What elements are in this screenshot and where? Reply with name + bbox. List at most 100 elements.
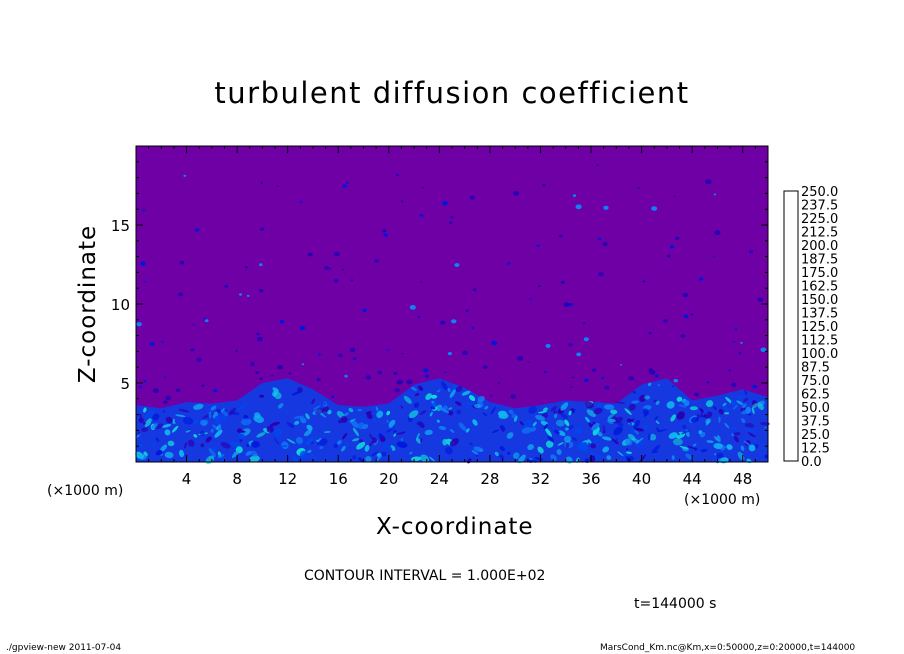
isolated-eddy — [244, 266, 248, 269]
turbulence-feature — [500, 424, 506, 431]
turbulence-feature — [682, 424, 687, 430]
turbulence-feature — [497, 410, 508, 418]
turbulence-feature — [172, 421, 176, 424]
turbulence-feature — [654, 416, 659, 421]
turbulence-feature — [381, 451, 387, 457]
turbulence-feature — [178, 449, 185, 458]
turbulence-feature — [473, 446, 484, 453]
turbulence-feature — [532, 434, 539, 441]
colorbar-level-label: 50.0 — [801, 401, 830, 416]
isolated-eddy — [381, 229, 387, 233]
turbulence-feature — [644, 395, 651, 400]
turbulence-feature — [291, 455, 299, 462]
turbulence-feature — [436, 419, 440, 423]
turbulence-feature — [724, 412, 730, 415]
isolated-eddy — [143, 280, 147, 283]
turbulence-feature — [743, 440, 752, 447]
turbulence-feature — [740, 445, 745, 451]
isolated-eddy — [239, 293, 242, 296]
turbulence-feature — [182, 417, 194, 425]
turbulence-feature — [187, 439, 195, 447]
turbulence-feature — [286, 421, 295, 428]
turbulence-feature — [155, 437, 160, 443]
turbulence-feature — [568, 425, 574, 430]
turbulence-feature — [718, 416, 721, 423]
isolated-eddy — [447, 352, 452, 356]
turbulence-feature — [550, 405, 557, 412]
turbulence-feature — [668, 432, 678, 439]
turbulence-feature — [720, 445, 726, 451]
turbulence-feature — [592, 438, 601, 444]
isolated-eddy — [333, 251, 340, 257]
turbulence-feature — [200, 420, 208, 426]
isolated-eddy — [731, 382, 737, 387]
turbulence-feature — [436, 389, 441, 393]
isolated-eddy — [152, 388, 159, 394]
isolated-eddy — [440, 320, 446, 325]
isolated-eddy — [383, 233, 388, 237]
turbulence-feature — [143, 407, 147, 413]
x-tick-label: 48 — [733, 470, 752, 488]
isolated-eddy — [497, 382, 501, 385]
turbulence-feature — [655, 400, 660, 405]
isolated-eddy — [421, 186, 424, 189]
turbulence-feature — [345, 442, 349, 448]
isolated-eddy — [465, 309, 469, 312]
isolated-eddy — [346, 181, 349, 184]
turbulence-feature — [135, 451, 145, 460]
turbulence-feature — [751, 407, 755, 415]
turbulence-feature — [415, 438, 422, 444]
turbulence-feature — [542, 407, 548, 412]
turbulence-feature — [142, 455, 147, 460]
isolated-eddy — [143, 379, 147, 383]
turbulence-feature — [603, 404, 615, 410]
turbulence-feature — [445, 446, 453, 455]
time-label: t=144000 s — [634, 596, 717, 612]
isolated-eddy — [450, 319, 457, 324]
turbulence-feature — [151, 441, 157, 448]
turbulence-feature — [484, 405, 489, 410]
turbulence-feature — [279, 445, 288, 448]
turbulence-feature — [647, 433, 651, 441]
isolated-eddy — [409, 305, 416, 310]
turbulence-feature — [737, 395, 742, 400]
turbulence-feature — [251, 453, 259, 457]
colorbar-level-label: 237.5 — [801, 199, 838, 214]
turbulence-feature — [742, 403, 747, 409]
turbulence-feature — [161, 424, 172, 428]
isolated-eddy — [713, 193, 717, 196]
turbulence-feature — [440, 381, 449, 391]
turbulence-feature — [137, 431, 141, 435]
x-tick-label: 24 — [430, 470, 449, 488]
turbulence-feature — [465, 405, 469, 411]
turbulence-feature — [736, 400, 744, 405]
x-tick-label: 12 — [278, 470, 297, 488]
isolated-eddy — [648, 368, 653, 372]
turbulence-feature — [402, 431, 405, 434]
turbulence-feature — [587, 439, 592, 444]
turbulence-feature — [432, 401, 438, 408]
turbulence-feature — [757, 400, 765, 408]
isolated-eddy — [288, 372, 292, 375]
turbulence-feature — [721, 405, 731, 413]
turbulence-feature — [475, 454, 479, 457]
isolated-eddy — [250, 362, 255, 367]
turbulence-feature — [527, 444, 534, 451]
turbulence-feature — [477, 395, 485, 403]
turbulence-feature — [352, 427, 359, 437]
turbulence-feature — [522, 420, 533, 428]
turbulence-feature — [760, 421, 770, 426]
turbulence-feature — [208, 448, 217, 458]
turbulence-feature — [416, 421, 421, 426]
turbulence-feature — [138, 443, 143, 448]
isolated-eddy — [620, 364, 623, 366]
turbulence-feature — [352, 455, 356, 460]
isolated-eddy — [757, 297, 764, 302]
turbulence-feature — [714, 453, 717, 456]
turbulence-feature — [210, 405, 217, 411]
isolated-eddy — [705, 179, 712, 185]
isolated-eddy — [374, 259, 380, 263]
isolated-eddy — [489, 394, 493, 397]
turbulence-feature — [383, 442, 388, 449]
isolated-eddy — [344, 374, 348, 378]
